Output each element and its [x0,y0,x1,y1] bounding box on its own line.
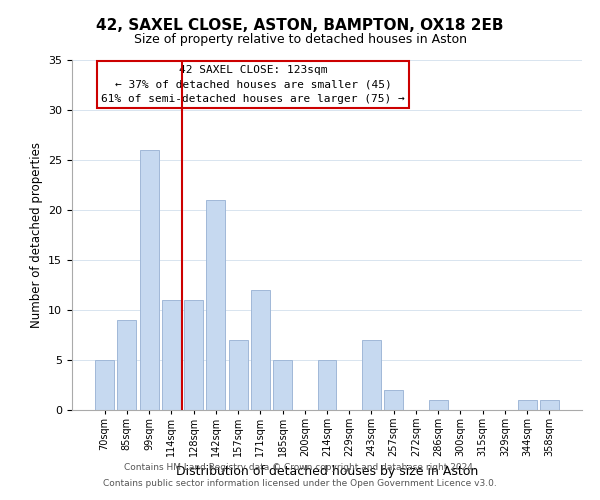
Text: 42 SAXEL CLOSE: 123sqm
← 37% of detached houses are smaller (45)
61% of semi-det: 42 SAXEL CLOSE: 123sqm ← 37% of detached… [101,66,405,104]
Text: Size of property relative to detached houses in Aston: Size of property relative to detached ho… [133,32,467,46]
Bar [206,200,225,410]
Bar [118,320,136,410]
Bar [184,300,203,410]
Bar [140,150,158,410]
Bar [273,360,292,410]
Bar [362,340,381,410]
Bar [429,400,448,410]
Y-axis label: Number of detached properties: Number of detached properties [29,142,43,328]
Bar [317,360,337,410]
X-axis label: Distribution of detached houses by size in Aston: Distribution of detached houses by size … [176,465,478,478]
Bar [384,390,403,410]
Text: 42, SAXEL CLOSE, ASTON, BAMPTON, OX18 2EB: 42, SAXEL CLOSE, ASTON, BAMPTON, OX18 2E… [96,18,504,32]
Text: Contains public sector information licensed under the Open Government Licence v3: Contains public sector information licen… [103,478,497,488]
Bar [162,300,181,410]
Text: Contains HM Land Registry data © Crown copyright and database right 2024.: Contains HM Land Registry data © Crown c… [124,464,476,472]
Bar [518,400,536,410]
Bar [229,340,248,410]
Bar [95,360,114,410]
Bar [540,400,559,410]
Bar [251,290,270,410]
